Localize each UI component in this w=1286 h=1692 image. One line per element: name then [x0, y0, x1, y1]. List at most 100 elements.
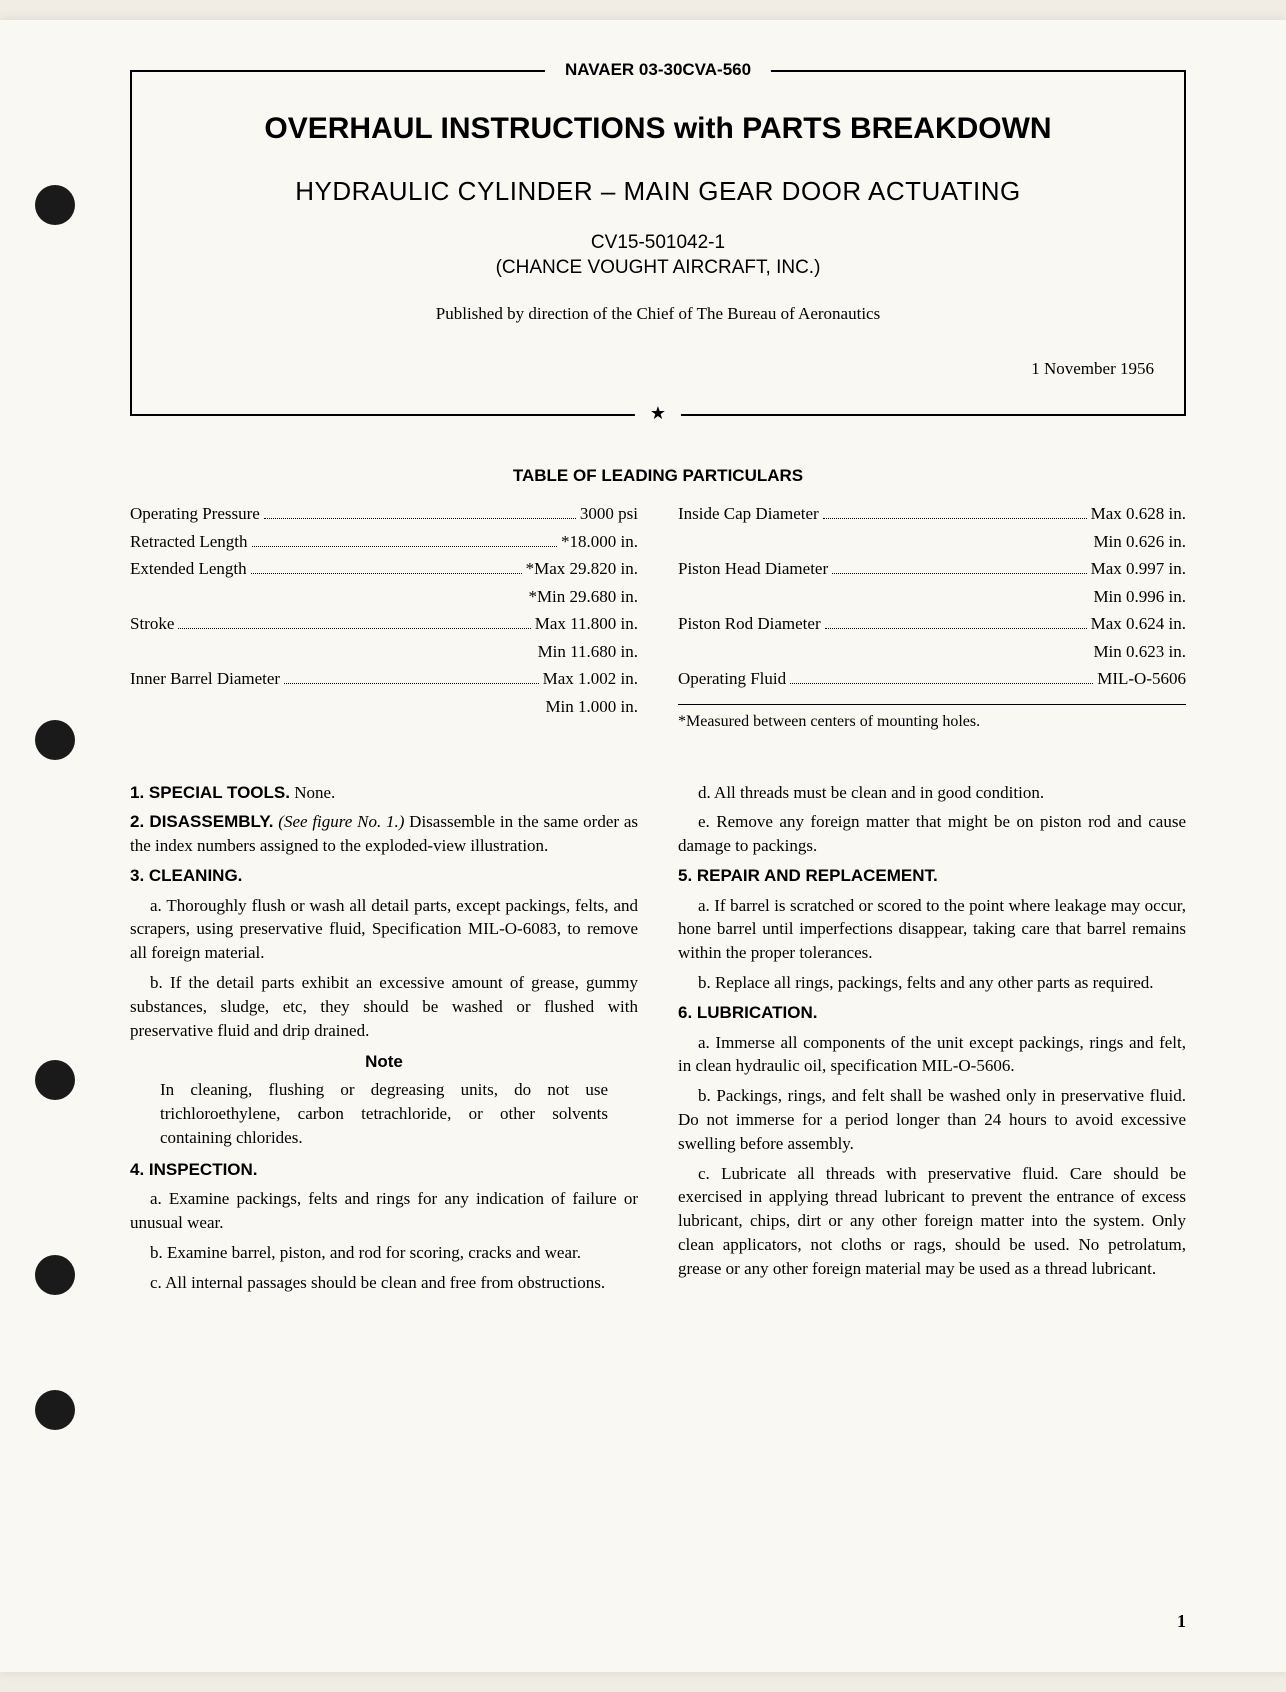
section-title: 1. SPECIAL TOOLS. — [130, 783, 290, 802]
section-6b: b. Packings, rings, and felt shall be wa… — [678, 1084, 1186, 1155]
company-name: (CHANCE VOUGHT AIRCRAFT, INC.) — [162, 257, 1154, 279]
particular-label: Inside Cap Diameter — [678, 501, 819, 527]
particular-row: Extended Length *Max 29.820 in. — [130, 556, 638, 582]
particulars-right-column: Inside Cap Diameter Max 0.628 in. Min 0.6… — [678, 501, 1186, 731]
section-3-title: 3. CLEANING. — [130, 864, 638, 888]
section-4a: a. Examine packings, felts and rings for… — [130, 1187, 638, 1235]
document-number: NAVAER 03-30CVA-560 — [545, 60, 771, 80]
punch-hole — [35, 185, 75, 225]
section-4e: e. Remove any foreign matter that might … — [678, 810, 1186, 858]
leader-dots — [284, 683, 539, 684]
note-heading: Note — [130, 1050, 638, 1074]
section-5a: a. If barrel is scratched or scored to t… — [678, 894, 1186, 965]
punch-hole — [35, 1060, 75, 1100]
leader-dots — [252, 546, 557, 547]
particular-value: Max 0.628 in. — [1091, 501, 1186, 527]
particulars-left-column: Operating Pressure 3000 psi Retracted Len… — [130, 501, 638, 731]
particular-row: Piston Rod Diameter Max 0.624 in. — [678, 611, 1186, 637]
particular-row: Operating Pressure 3000 psi — [130, 501, 638, 527]
header-box: NAVAER 03-30CVA-560 OVERHAUL INSTRUCTION… — [130, 70, 1186, 416]
section-6c: c. Lubricate all threads with preservati… — [678, 1162, 1186, 1281]
section-5b: b. Replace all rings, packings, felts an… — [678, 971, 1186, 995]
section-4c: c. All internal passages should be clean… — [130, 1271, 638, 1295]
particular-label: Operating Fluid — [678, 666, 786, 692]
particular-row: *Min 29.680 in. — [130, 584, 638, 610]
title-sub: HYDRAULIC CYLINDER – MAIN GEAR DOOR ACTU… — [162, 176, 1154, 207]
section-1: 1. SPECIAL TOOLS. None. — [130, 781, 638, 805]
page-number: 1 — [1177, 1611, 1186, 1632]
section-5-title: 5. REPAIR AND REPLACEMENT. — [678, 864, 1186, 888]
star-divider-icon: ★ — [635, 403, 681, 424]
leader-dots — [823, 518, 1087, 519]
section-title: 3. CLEANING. — [130, 866, 242, 885]
leader-dots — [790, 683, 1093, 684]
particular-row: Operating Fluid MIL-O-5606 — [678, 666, 1186, 692]
leader-dots — [178, 628, 530, 629]
particular-value: Min 11.680 in. — [538, 639, 638, 665]
particular-row: Min 0.626 in. — [678, 529, 1186, 555]
particulars-table: Operating Pressure 3000 psi Retracted Len… — [130, 501, 1186, 731]
publication-date: 1 November 1956 — [162, 359, 1154, 379]
particular-row: Stroke Max 11.800 in. — [130, 611, 638, 637]
table-title: TABLE OF LEADING PARTICULARS — [130, 466, 1186, 486]
particular-row: Min 1.000 in. — [130, 694, 638, 720]
body-left-column: 1. SPECIAL TOOLS. None. 2. DISASSEMBLY. … — [130, 781, 638, 1301]
section-title: 6. LUBRICATION. — [678, 1003, 817, 1022]
particular-row: Min 11.680 in. — [130, 639, 638, 665]
particular-value: Min 0.996 in. — [1093, 584, 1186, 610]
particular-value: Min 0.626 in. — [1093, 529, 1186, 555]
particular-label: Piston Rod Diameter — [678, 611, 821, 637]
particular-value: *18.000 in. — [561, 529, 638, 555]
particular-row: Inside Cap Diameter Max 0.628 in. — [678, 501, 1186, 527]
section-title: 2. DISASSEMBLY. — [130, 812, 274, 831]
particular-value: Max 0.997 in. — [1091, 556, 1186, 582]
title-main: OVERHAUL INSTRUCTIONS with PARTS BREAKDO… — [162, 112, 1154, 146]
particular-label: Retracted Length — [130, 529, 248, 555]
particular-value: 3000 psi — [580, 501, 638, 527]
particular-label: Operating Pressure — [130, 501, 260, 527]
particular-value: *Min 29.680 in. — [528, 584, 638, 610]
particular-value: Min 0.623 in. — [1093, 639, 1186, 665]
particular-row: Min 0.996 in. — [678, 584, 1186, 610]
particular-value: *Max 29.820 in. — [526, 556, 638, 582]
particular-value: Max 1.002 in. — [543, 666, 638, 692]
part-number: CV15-501042-1 — [162, 232, 1154, 254]
section-4b: b. Examine barrel, piston, and rod for s… — [130, 1241, 638, 1265]
section-text: None. — [290, 783, 335, 802]
particular-label: Extended Length — [130, 556, 247, 582]
leader-dots — [264, 518, 576, 519]
body-right-column: d. All threads must be clean and in good… — [678, 781, 1186, 1301]
section-title: 4. INSPECTION. — [130, 1160, 258, 1179]
particular-value: Min 1.000 in. — [545, 694, 638, 720]
particular-row: Piston Head Diameter Max 0.997 in. — [678, 556, 1186, 582]
section-3a: a. Thoroughly flush or wash all detail p… — [130, 894, 638, 965]
leader-dots — [832, 573, 1086, 574]
particular-value: Max 0.624 in. — [1091, 611, 1186, 637]
section-6-title: 6. LUBRICATION. — [678, 1001, 1186, 1025]
publisher: Published by direction of the Chief of T… — [162, 304, 1154, 324]
punch-hole — [35, 1390, 75, 1430]
section-6a: a. Immerse all components of the unit ex… — [678, 1031, 1186, 1079]
particular-value: MIL-O-5606 — [1097, 666, 1186, 692]
footnote: *Measured between centers of mounting ho… — [678, 704, 1186, 731]
punch-hole — [35, 1255, 75, 1295]
leader-dots — [251, 573, 522, 574]
section-4d: d. All threads must be clean and in good… — [678, 781, 1186, 805]
particular-row: Min 0.623 in. — [678, 639, 1186, 665]
particular-row: Inner Barrel Diameter Max 1.002 in. — [130, 666, 638, 692]
body-content: 1. SPECIAL TOOLS. None. 2. DISASSEMBLY. … — [130, 781, 1186, 1301]
particular-value: Max 11.800 in. — [535, 611, 638, 637]
note-body: In cleaning, flushing or degreasing unit… — [130, 1078, 638, 1149]
particular-label: Inner Barrel Diameter — [130, 666, 280, 692]
particular-label: Piston Head Diameter — [678, 556, 828, 582]
section-2: 2. DISASSEMBLY. (See figure No. 1.) Disa… — [130, 810, 638, 858]
document-page: NAVAER 03-30CVA-560 OVERHAUL INSTRUCTION… — [0, 20, 1286, 1672]
section-4-title: 4. INSPECTION. — [130, 1158, 638, 1182]
leader-dots — [825, 628, 1087, 629]
particular-row: Retracted Length *18.000 in. — [130, 529, 638, 555]
particular-label: Stroke — [130, 611, 174, 637]
section-3b: b. If the detail parts exhibit an excess… — [130, 971, 638, 1042]
section-title: 5. REPAIR AND REPLACEMENT. — [678, 866, 938, 885]
punch-hole — [35, 720, 75, 760]
section-ref: (See figure No. 1.) — [274, 812, 405, 831]
